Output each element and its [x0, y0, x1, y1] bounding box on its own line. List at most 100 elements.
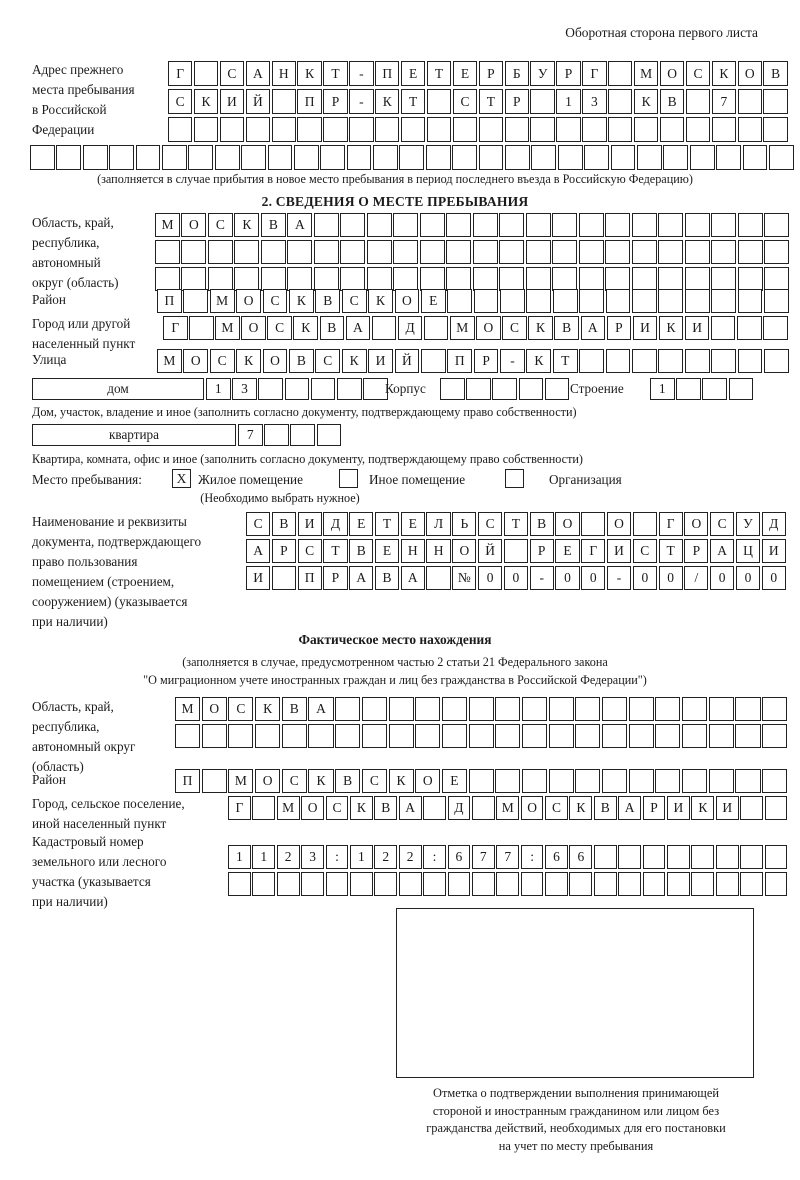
- char-cell[interactable]: [530, 117, 555, 142]
- char-cell[interactable]: [735, 697, 761, 721]
- char-cell[interactable]: [634, 117, 659, 142]
- char-cell[interactable]: Т: [658, 539, 683, 563]
- char-cell[interactable]: [401, 117, 426, 142]
- char-cell[interactable]: [499, 267, 525, 291]
- char-cell[interactable]: С: [341, 289, 367, 313]
- char-cell[interactable]: [313, 267, 339, 291]
- char-cell[interactable]: [287, 240, 313, 264]
- char-cell[interactable]: П: [175, 769, 201, 793]
- char-cell[interactable]: Г: [658, 512, 683, 536]
- char-cell[interactable]: [388, 724, 414, 748]
- char-cell[interactable]: [188, 145, 214, 170]
- char-cell[interactable]: Т: [401, 89, 426, 114]
- char-cell[interactable]: [658, 240, 684, 264]
- char-cell[interactable]: [711, 213, 737, 237]
- char-cell[interactable]: Н: [400, 539, 425, 563]
- char-cell[interactable]: [281, 724, 307, 748]
- char-cell[interactable]: К: [691, 796, 715, 820]
- char-cell[interactable]: А: [287, 213, 313, 237]
- char-cell[interactable]: О: [241, 316, 266, 340]
- char-cell[interactable]: [308, 724, 334, 748]
- char-cell[interactable]: О: [236, 289, 261, 313]
- char-cell[interactable]: [313, 213, 339, 237]
- char-cell[interactable]: [423, 796, 446, 820]
- char-cell[interactable]: К: [526, 349, 552, 373]
- char-cell[interactable]: [764, 267, 790, 291]
- char-cell[interactable]: Т: [323, 61, 348, 86]
- char-cell[interactable]: [201, 769, 227, 793]
- char-cell[interactable]: [684, 289, 710, 313]
- char-cell[interactable]: В: [315, 289, 341, 313]
- char-cell[interactable]: [340, 267, 366, 291]
- char-cell[interactable]: [763, 289, 789, 313]
- char-cell[interactable]: К: [236, 349, 261, 373]
- char-cell[interactable]: [468, 769, 494, 793]
- char-cell[interactable]: [762, 724, 788, 748]
- char-cell[interactable]: [423, 316, 449, 340]
- char-cell[interactable]: Р: [504, 89, 529, 114]
- char-cell[interactable]: С: [478, 512, 503, 536]
- char-cell[interactable]: К: [234, 213, 260, 237]
- char-cell[interactable]: Т: [552, 349, 578, 373]
- char-cell[interactable]: С: [315, 349, 341, 373]
- char-cell[interactable]: [161, 145, 187, 170]
- char-cell[interactable]: [605, 240, 631, 264]
- char-cell[interactable]: [740, 845, 763, 869]
- char-cell[interactable]: 0: [710, 566, 735, 590]
- char-cell[interactable]: [245, 117, 270, 142]
- char-cell[interactable]: [552, 213, 578, 237]
- char-cell[interactable]: Р: [478, 61, 503, 86]
- char-cell[interactable]: И: [667, 796, 690, 820]
- char-cell[interactable]: [526, 289, 552, 313]
- char-cell[interactable]: [575, 724, 601, 748]
- char-cell[interactable]: Ц: [735, 539, 761, 563]
- char-cell[interactable]: [763, 89, 788, 114]
- char-cell[interactable]: Г: [228, 796, 251, 820]
- char-cell[interactable]: В: [335, 769, 361, 793]
- char-cell[interactable]: [375, 117, 400, 142]
- char-cell[interactable]: В: [593, 796, 617, 820]
- char-cell[interactable]: [260, 267, 286, 291]
- char-cell[interactable]: 7: [238, 424, 263, 446]
- char-cell[interactable]: О: [737, 61, 762, 86]
- char-cell[interactable]: [711, 240, 737, 264]
- char-cell[interactable]: [471, 872, 495, 896]
- char-cell[interactable]: 1: [252, 845, 276, 869]
- char-cell[interactable]: А: [400, 566, 425, 590]
- char-cell[interactable]: В: [529, 512, 554, 536]
- char-cell[interactable]: Н: [271, 61, 296, 86]
- char-cell[interactable]: С: [361, 769, 387, 793]
- char-cell[interactable]: 3: [582, 89, 607, 114]
- char-cell[interactable]: П: [157, 289, 182, 313]
- char-cell[interactable]: [545, 872, 568, 896]
- char-cell[interactable]: [684, 349, 710, 373]
- char-cell[interactable]: И: [368, 349, 393, 373]
- char-cell[interactable]: №: [452, 566, 477, 590]
- char-cell[interactable]: :: [520, 845, 544, 869]
- char-cell[interactable]: Д: [323, 512, 348, 536]
- char-cell[interactable]: Т: [478, 89, 503, 114]
- char-cell[interactable]: М: [215, 316, 240, 340]
- char-cell[interactable]: [659, 117, 685, 142]
- char-cell[interactable]: [602, 697, 628, 721]
- char-cell[interactable]: [346, 145, 372, 170]
- char-cell[interactable]: [605, 267, 631, 291]
- char-cell[interactable]: Е: [441, 769, 467, 793]
- char-cell[interactable]: [466, 378, 491, 400]
- char-cell[interactable]: -: [349, 89, 374, 114]
- char-cell[interactable]: [735, 769, 761, 793]
- char-cell[interactable]: [420, 349, 446, 373]
- char-cell[interactable]: А: [345, 316, 371, 340]
- char-cell[interactable]: [618, 845, 642, 869]
- char-cell[interactable]: -: [500, 349, 525, 373]
- char-cell[interactable]: [631, 240, 657, 264]
- char-cell[interactable]: [737, 289, 763, 313]
- char-cell[interactable]: [710, 316, 736, 340]
- char-cell[interactable]: [593, 872, 617, 896]
- char-cell[interactable]: М: [450, 316, 475, 340]
